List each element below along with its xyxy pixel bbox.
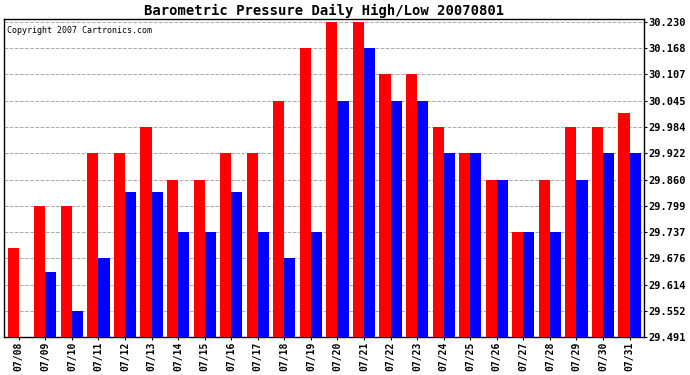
- Bar: [417, 100, 428, 337]
- Bar: [512, 232, 523, 337]
- Bar: [46, 272, 57, 337]
- Bar: [523, 232, 535, 337]
- Bar: [565, 127, 576, 337]
- Bar: [353, 22, 364, 337]
- Bar: [140, 127, 152, 337]
- Bar: [284, 258, 295, 337]
- Bar: [444, 153, 455, 337]
- Bar: [220, 153, 231, 337]
- Bar: [603, 153, 614, 337]
- Bar: [125, 192, 136, 337]
- Bar: [380, 74, 391, 337]
- Title: Barometric Pressure Daily High/Low 20070801: Barometric Pressure Daily High/Low 20070…: [144, 4, 504, 18]
- Bar: [258, 232, 269, 337]
- Bar: [114, 153, 125, 337]
- Bar: [231, 192, 242, 337]
- Bar: [618, 114, 629, 337]
- Bar: [273, 100, 284, 337]
- Bar: [391, 100, 402, 337]
- Bar: [406, 74, 417, 337]
- Bar: [486, 180, 497, 337]
- Bar: [497, 180, 508, 337]
- Bar: [34, 206, 46, 337]
- Bar: [539, 180, 550, 337]
- Bar: [99, 258, 110, 337]
- Bar: [337, 100, 348, 337]
- Bar: [592, 127, 603, 337]
- Bar: [152, 192, 163, 337]
- Bar: [205, 232, 216, 337]
- Bar: [433, 127, 444, 337]
- Bar: [178, 232, 189, 337]
- Text: Copyright 2007 Cartronics.com: Copyright 2007 Cartronics.com: [8, 26, 152, 35]
- Bar: [246, 153, 258, 337]
- Bar: [88, 153, 99, 337]
- Bar: [364, 48, 375, 337]
- Bar: [72, 311, 83, 337]
- Bar: [299, 48, 311, 337]
- Bar: [167, 180, 178, 337]
- Bar: [550, 232, 561, 337]
- Bar: [8, 248, 19, 337]
- Bar: [576, 180, 588, 337]
- Bar: [459, 153, 470, 337]
- Bar: [193, 180, 205, 337]
- Bar: [470, 153, 482, 337]
- Bar: [326, 22, 337, 337]
- Bar: [311, 232, 322, 337]
- Bar: [629, 153, 641, 337]
- Bar: [61, 206, 72, 337]
